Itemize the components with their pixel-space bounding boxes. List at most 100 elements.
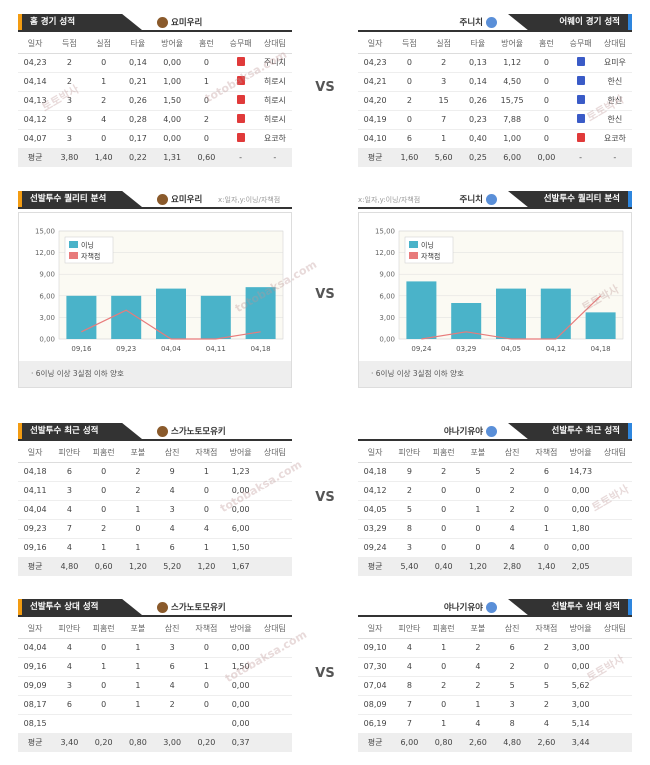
home-record-header: 홈 경기 성적 요미우리 (18, 12, 292, 32)
table-cell: 04,14 (18, 72, 53, 92)
table-cell: 4 (52, 638, 87, 658)
table-cell: 1 (86, 657, 121, 677)
table-cell: 0,23 (460, 110, 495, 130)
table-cell: 1 (426, 638, 461, 658)
table-cell: 2 (495, 657, 530, 677)
table-cell: 0 (86, 462, 121, 482)
column-header: 포볼 (460, 619, 495, 639)
table-cell: 2 (529, 638, 564, 658)
table-cell: 6 (52, 695, 87, 715)
bar-innings (66, 295, 97, 339)
table-cell: 4 (392, 657, 427, 677)
table-cell: 2 (86, 519, 121, 539)
table-cell: 4 (460, 657, 495, 677)
table-cell: 0 (529, 72, 564, 92)
table-cell: 1 (120, 538, 155, 558)
column-header: 타율 (460, 34, 495, 54)
column-header: 방어율 (495, 34, 530, 54)
table-cell: 04,18 (358, 462, 393, 482)
table-cell: 08,17 (18, 695, 53, 715)
column-header: 승무패 (563, 34, 598, 54)
table-cell (257, 657, 292, 677)
table-cell: 0 (86, 695, 121, 715)
table-row: 09,24 3 0 0 4 0 0,00 (358, 538, 632, 558)
table-cell: 0,14 (460, 72, 495, 92)
table-cell: 1,31 (155, 148, 190, 167)
table-cell: 3 (426, 72, 461, 92)
quality-header-right: x:일자,y:이닝/자책점 주니치 선발투수 퀄리티 분석 (358, 189, 632, 209)
result-badge-loss (236, 114, 245, 123)
table-cell: 0,00 (223, 676, 258, 696)
column-header: 홈런 (529, 34, 564, 54)
table-cell: 09,16 (18, 657, 53, 677)
x-tick-label: 04,18 (591, 345, 611, 353)
table-cell: 히로시 (257, 110, 292, 130)
table-cell: 3,00 (563, 638, 598, 658)
table-cell: 2 (460, 676, 495, 696)
team-label: 요미우리 (154, 193, 202, 205)
table-cell: 4 (495, 538, 530, 558)
table-cell (189, 714, 224, 734)
column-header: 포볼 (120, 619, 155, 639)
result-cell (563, 110, 598, 130)
giants-logo-icon (157, 17, 168, 28)
table-cell: 4 (189, 519, 224, 539)
table-cell: 6 (155, 538, 190, 558)
result-badge-loss (236, 76, 245, 85)
column-header: 삼진 (155, 619, 190, 639)
table-cell: 0 (189, 129, 224, 149)
vs-label: VS (315, 80, 335, 95)
y-tick-label: 3,00 (379, 314, 395, 322)
table-cell: 0,26 (460, 91, 495, 111)
chart-footer: · 6이닝 이상 3실점 이하 양호 (359, 361, 631, 387)
table-cell (597, 676, 632, 696)
column-header: 상대팀 (257, 443, 292, 463)
average-row: 평균 4,80 0,60 1,20 5,20 1,20 1,67 (18, 557, 292, 576)
bar-innings (156, 288, 186, 339)
table-cell (257, 733, 292, 752)
table-cell: 3,80 (52, 148, 87, 167)
table-cell: 7 (392, 695, 427, 715)
section-tab: 선발투수 최근 성적 (18, 423, 142, 439)
column-header: 피홈런 (426, 619, 461, 639)
table-cell: 1 (460, 695, 495, 715)
table-header-row: 일자 피안타 피홈런 포볼 삼진 자책점 방어율 상대팀 (18, 443, 292, 463)
table-cell: 3 (155, 500, 190, 520)
table-cell: 2 (392, 481, 427, 501)
table-cell: 3 (495, 695, 530, 715)
y-tick-label: 9,00 (39, 271, 55, 279)
table-row: 04,11 3 0 2 4 0 0,00 (18, 481, 292, 501)
table-cell: 히로시 (257, 72, 292, 92)
table-cell: 2,60 (529, 733, 564, 752)
table-cell: 1,80 (563, 519, 598, 539)
table-cell: 평균 (358, 148, 393, 167)
bar-innings (200, 295, 231, 339)
giants-logo-icon (157, 194, 168, 205)
table-cell: 2 (120, 462, 155, 482)
table-cell: 6,00 (223, 519, 258, 539)
table-cell: 04,23 (358, 53, 393, 73)
table-cell: 1 (120, 695, 155, 715)
table-cell (597, 733, 632, 752)
table-cell (597, 462, 632, 482)
column-header: 타율 (120, 34, 155, 54)
y-tick-label: 15,00 (375, 228, 395, 236)
table-cell: 0 (529, 129, 564, 149)
table-row: 04,23 0 2 0,13 1,12 0 요미우 (358, 53, 632, 73)
table-cell: 0,00 (563, 481, 598, 501)
table-cell: 0,00 (529, 148, 564, 167)
table-cell: 한신 (597, 91, 632, 111)
table-cell: 2 (426, 462, 461, 482)
table-cell: 0,13 (460, 53, 495, 73)
column-header: 득점 (392, 34, 427, 54)
table-cell (86, 714, 121, 734)
table-cell: 3,00 (563, 695, 598, 715)
table-cell: 1 (529, 519, 564, 539)
result-badge-loss (576, 133, 585, 142)
result-cell (563, 129, 598, 149)
quality-chart-right: 15,00 12,00 9,00 6,00 3,00 0,00 09,24 03,29 04,0… (358, 212, 632, 388)
table-cell: 1 (120, 500, 155, 520)
table-cell: 1,12 (495, 53, 530, 73)
table-cell: 0,60 (189, 148, 224, 167)
table-cell: 0,40 (460, 129, 495, 149)
